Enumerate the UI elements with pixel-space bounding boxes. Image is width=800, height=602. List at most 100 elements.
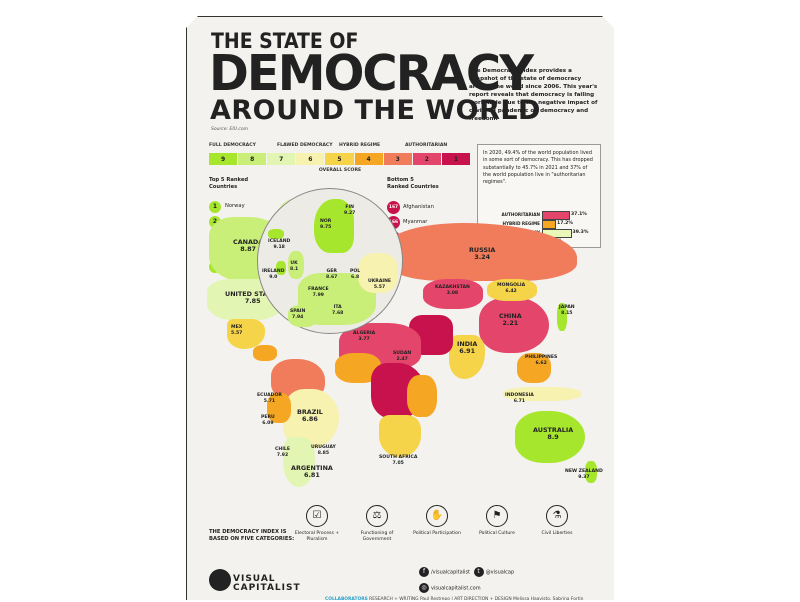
map-label-canada: CANADA 8.87 [233, 238, 264, 253]
land-mongolia [487, 279, 537, 301]
bottom5-heading: Bottom 5 Ranked Countries [387, 177, 439, 191]
land-southern-africa [379, 415, 421, 457]
map-label-russia: RUSSIA 3.24 [469, 246, 496, 261]
social-twitter[interactable]: @visualcap [485, 569, 515, 576]
category-liberties: ⚗ Civil Liberties [527, 505, 587, 537]
land-china [479, 297, 549, 353]
map-label-mongolia: MONGOLIA 6.42 [497, 283, 526, 294]
map-label-ireland: IRELAND 9.0 [262, 269, 285, 280]
land-east-africa [407, 375, 437, 417]
map-label-mexico: MEX 5.57 [231, 325, 243, 336]
category-culture: ⚑ Political Culture [467, 505, 527, 537]
category-label: Electoral Process + Pluralism [294, 531, 340, 542]
collab-text: RESEARCH + WRITING Paul Restrepo | ART D… [369, 597, 584, 602]
population-bar [542, 211, 570, 220]
map-label-chile: CHILE 7.92 [275, 447, 290, 458]
map-label-indonesia: INDONESIA 6.71 [505, 393, 534, 404]
land-australia [515, 411, 585, 463]
population-row: AUTHORITARIAN 37.1% [482, 211, 600, 220]
population-value: 37.1% [570, 211, 587, 217]
map-label-ukraine: UKRAINE 5.57 [368, 279, 392, 290]
category-label: Civil Liberties [541, 531, 573, 536]
country-name: Myanmar [403, 219, 428, 225]
map-label-ecuador: ECUADOR 5.71 [257, 393, 282, 404]
land-southern-cone [283, 437, 315, 487]
population-bar [542, 220, 557, 229]
population-label: AUTHORITARIAN [501, 212, 540, 217]
map-label-uk: UK 8.1 [290, 261, 299, 272]
intro-text: The Democracy Index provides a snapshot … [469, 68, 598, 122]
map-label-spain: SPAIN 7.94 [290, 309, 306, 320]
title-sub: AROUND THE WORLD [210, 95, 541, 126]
category-label: Political Culture [479, 531, 515, 536]
scale-cell: 4 [354, 153, 384, 165]
category-label: Political Participation [413, 531, 461, 536]
population-row: HYBRID REGIME 17.2% [482, 220, 600, 229]
globe-icon[interactable]: ◎ [419, 583, 429, 593]
land-ireland [276, 261, 286, 275]
government-icon: ⚖ [366, 505, 388, 527]
title-small: THE STATE OF [211, 29, 359, 53]
scale-labels: FULL DEMOCRACY FLAWED DEMOCRACY HYBRID R… [209, 143, 471, 153]
scale-cell: 6 [296, 153, 326, 165]
bottom5-heading-line1: Bottom 5 [387, 177, 414, 183]
land-peru [267, 393, 291, 423]
land-kazakhstan [423, 279, 483, 309]
map-label-finland: FIN 9.27 [344, 205, 356, 216]
scale-cell: 2 [412, 153, 442, 165]
liberties-icon: ⚗ [546, 505, 568, 527]
map-label-italy: ITA 7.68 [332, 305, 344, 316]
population-value: 17.2% [557, 220, 573, 226]
map-label-japan: JAPAN 8.15 [559, 305, 575, 316]
brand-line1: VISUAL [233, 574, 276, 584]
twitter-icon[interactable]: t [473, 567, 484, 577]
rank-badge: 167 [387, 201, 400, 214]
map-label-uruguay: URUGUAY 8.85 [311, 445, 336, 456]
scale-label-authoritarian: AUTHORITARIAN [405, 143, 448, 148]
country-name: Norway [225, 203, 245, 209]
country-name: Afghanistan [403, 204, 434, 210]
scale-label-hybrid: HYBRID REGIME [339, 143, 381, 148]
map-label-usa: UNITED STATES 7.85 [225, 290, 281, 305]
rank-badge: 1 [209, 201, 221, 213]
facebook-icon[interactable]: f [419, 567, 429, 577]
scale-label-full: FULL DEMOCRACY [209, 143, 256, 148]
ballot-icon: ☑ [306, 505, 328, 527]
top5-heading-line1: Top 5 Ranked [209, 177, 249, 183]
category-government: ⚖ Functioning of Government [347, 505, 407, 543]
culture-icon: ⚑ [486, 505, 508, 527]
map-label-australia: AUSTRALIA 8.9 [533, 426, 574, 441]
scale-cell: 7 [267, 153, 297, 165]
map-label-poland: POL 6.8 [350, 269, 361, 280]
map-label-norway: NOR 9.75 [320, 219, 332, 230]
participation-icon: ✋ [426, 505, 448, 527]
social-facebook[interactable]: /visualcapitalist [431, 569, 471, 576]
map-label-nz: NEW ZEALAND 9.37 [565, 469, 603, 480]
land-japan [557, 303, 567, 331]
europe-inset: ICELAND 9.18 NOR 9.75 FIN 9.27 IRELAND 9.0 U… [257, 188, 403, 334]
population-text: In 2020, 49.4% of the world population l… [483, 150, 593, 186]
land-mexico [227, 319, 265, 349]
map-label-germany: GER 8.67 [326, 269, 338, 280]
poster: THE STATE OF DEMOCRACY AROUND THE WORLD … [186, 16, 614, 602]
brand-logo[interactable]: VISUAL CAPITALIST [233, 575, 301, 593]
social-links: f/visualcapitalist t @visualcap ◎ visualca… [417, 567, 514, 593]
brand-logo-icon [209, 569, 231, 591]
social-website[interactable]: visualcapitalist.com [431, 585, 481, 592]
page-title: DEMOCRACY [209, 45, 534, 102]
map-label-south-africa: SOUTH AFRICA 7.05 [379, 455, 418, 466]
scale-cell: 9 [209, 153, 239, 165]
category-label: Functioning of Government [360, 531, 394, 542]
land-scandinavia [314, 199, 354, 253]
land-new-zealand [585, 461, 597, 483]
categories-heading-line1: THE DEMOCRACY INDEX IS [209, 529, 287, 535]
map-label-argentina: ARGENTINA 6.81 [291, 464, 333, 479]
land-indonesia [503, 387, 581, 401]
map-label-india: INDIA 6.91 [457, 340, 478, 355]
scale-cell: 1 [441, 153, 471, 165]
map-label-kazakhstan: KAZAKHSTAN 3.08 [435, 285, 470, 296]
scale-caption: OVERALL SCORE [318, 168, 362, 173]
top5-heading: Top 5 Ranked Countries [209, 177, 248, 191]
map-label-france: FRANCE 7.99 [308, 287, 329, 298]
